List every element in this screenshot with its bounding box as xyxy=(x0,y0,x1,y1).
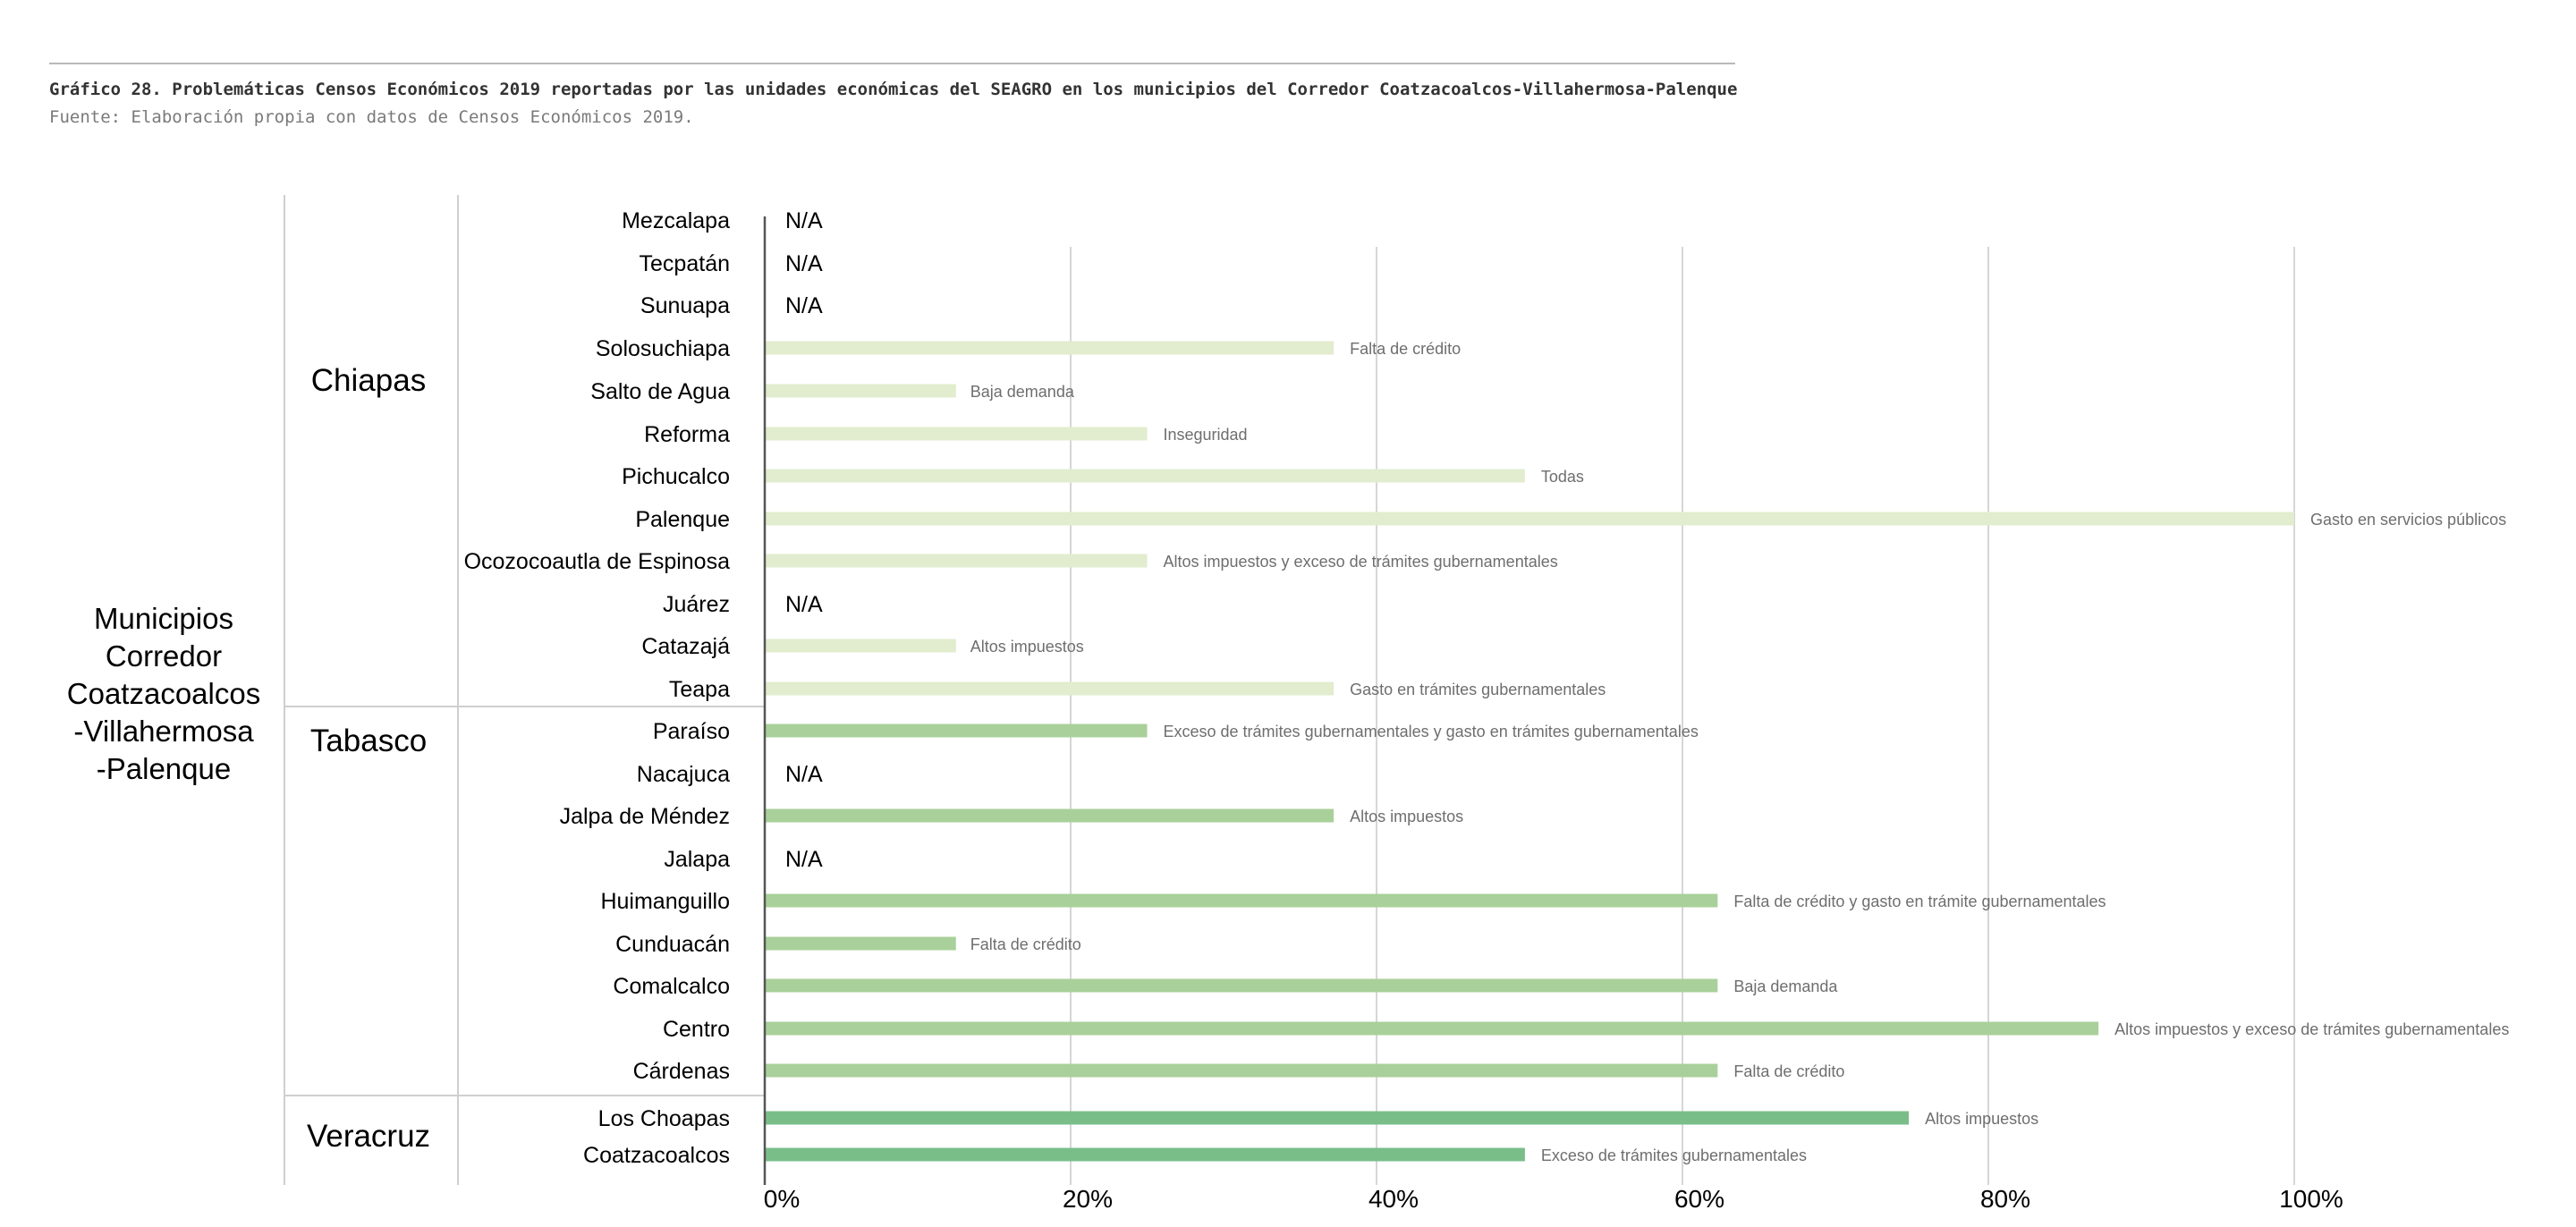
na-label: N/A xyxy=(785,293,823,318)
bar xyxy=(765,639,956,653)
state-label: Tabasco xyxy=(310,724,427,758)
bar xyxy=(765,1021,2099,1036)
grid-lines xyxy=(1070,247,2295,1185)
municipio-label: Comalcalco xyxy=(613,974,730,999)
state-labels: Chiapas Tabasco Veracruz xyxy=(307,363,430,1154)
municipio-label: Centro xyxy=(663,1017,730,1042)
bar xyxy=(765,808,1335,823)
row-header-line: -Palenque xyxy=(97,752,231,785)
bar-label: Falta de crédito y gasto en trámite gube… xyxy=(1733,893,2106,910)
municipio-label: Cárdenas xyxy=(633,1059,730,1084)
row-header-line: Municipios xyxy=(94,602,233,635)
state-label: Veracruz xyxy=(307,1119,430,1154)
municipio-label: Coatzacoalcos xyxy=(583,1143,730,1168)
table-frame xyxy=(284,195,765,1185)
bar-label: Altos impuestos y exceso de trámites gub… xyxy=(2114,1020,2509,1038)
municipio-label: Catazajá xyxy=(641,634,730,659)
bar-label: Altos impuestos y exceso de trámites gub… xyxy=(1164,553,1558,571)
bar-label: Falta de crédito xyxy=(1733,1062,1844,1080)
bar-label: Falta de crédito xyxy=(1350,340,1461,358)
x-tick-label: 20% xyxy=(1063,1185,1113,1213)
municipio-label: Palenque xyxy=(635,507,730,532)
x-tick-label: 0% xyxy=(764,1185,800,1213)
municipio-label: Paraíso xyxy=(653,719,730,744)
municipio-label: Huimanguillo xyxy=(600,889,730,914)
row-header: Municipios Corredor Coatzacoalcos -Villaher… xyxy=(67,602,260,785)
chart-title: Gráfico 28. Problemáticas Censos Económi… xyxy=(49,80,1737,99)
na-label: N/A xyxy=(785,251,823,276)
bar-label: Baja demanda xyxy=(970,383,1075,401)
na-label: N/A xyxy=(785,762,823,787)
bar xyxy=(765,384,956,398)
bar-label: Falta de crédito xyxy=(970,935,1081,953)
municipio-label: Ocozocoautla de Espinosa xyxy=(464,549,731,574)
municipio-label: Sunuapa xyxy=(640,293,730,318)
row-header-line: -Villahermosa xyxy=(73,715,254,748)
bar-label: Altos impuestos xyxy=(1925,1110,2038,1128)
bar-label: Gasto en trámites gubernamentales xyxy=(1350,681,1606,698)
municipio-label: Tecpatán xyxy=(640,251,730,276)
bar-label: Altos impuestos xyxy=(970,638,1084,656)
bar xyxy=(765,554,1148,568)
row-header-line: Corredor xyxy=(106,639,222,673)
bar-label: Exceso de trámites gubernamentales xyxy=(1541,1147,1807,1164)
bar-label: Altos impuestos xyxy=(1350,808,1463,825)
municipio-label: Jalapa xyxy=(664,847,730,872)
bar-labels: N/A N/A N/A Falta de crédito Baja demanda Ins… xyxy=(785,208,2509,1164)
municipio-label: Nacajuca xyxy=(637,762,730,787)
municipio-label: Solosuchiapa xyxy=(596,336,730,361)
x-tick-label: 60% xyxy=(1674,1185,1724,1213)
municipio-label: Mezcalapa xyxy=(622,208,730,233)
x-tick-labels: 0% 20% 40% 60% 80% 100% xyxy=(764,1185,2343,1213)
municipio-label: Reforma xyxy=(644,422,730,447)
bar xyxy=(765,1111,1910,1125)
bar xyxy=(765,681,1335,696)
bar xyxy=(765,469,1525,483)
bar xyxy=(765,512,2294,526)
bar xyxy=(765,978,1718,993)
na-label: N/A xyxy=(785,592,823,617)
municipio-label: Juárez xyxy=(663,592,730,617)
bar-label: Inseguridad xyxy=(1164,426,1248,444)
bar-label: Gasto en servicios públicos xyxy=(2310,511,2506,529)
bar xyxy=(765,427,1148,441)
na-label: N/A xyxy=(785,847,823,872)
bar xyxy=(765,893,1718,908)
bar-label: Exceso de trámites gubernamentales y gas… xyxy=(1164,723,1699,740)
municipio-label: Salto de Agua xyxy=(590,379,730,404)
municipio-label: Cunduacán xyxy=(615,932,730,957)
bar xyxy=(765,936,956,951)
bar xyxy=(765,1147,1525,1162)
bars xyxy=(765,341,2294,1162)
state-label: Chiapas xyxy=(311,363,426,398)
x-tick-label: 80% xyxy=(1980,1185,2030,1213)
x-tick-label: 100% xyxy=(2279,1185,2343,1213)
bar-label: Todas xyxy=(1541,468,1584,486)
chart-source: Fuente: Elaboración propia con datos de … xyxy=(49,107,694,127)
bar xyxy=(765,724,1148,738)
na-label: N/A xyxy=(785,208,823,233)
municipio-label: Jalpa de Méndez xyxy=(560,804,730,829)
bar xyxy=(765,341,1335,355)
x-tick-label: 40% xyxy=(1368,1185,1419,1213)
municipio-label: Los Choapas xyxy=(598,1106,730,1131)
municipio-label: Pichucalco xyxy=(622,464,730,489)
bar xyxy=(765,1063,1718,1078)
row-header-line: Coatzacoalcos xyxy=(67,677,260,710)
municipio-label: Teapa xyxy=(669,677,730,702)
bar-label: Baja demanda xyxy=(1733,977,1838,995)
municipio-labels: Mezcalapa Tecpatán Sunuapa Solosuchiapa Salt… xyxy=(464,208,731,1168)
